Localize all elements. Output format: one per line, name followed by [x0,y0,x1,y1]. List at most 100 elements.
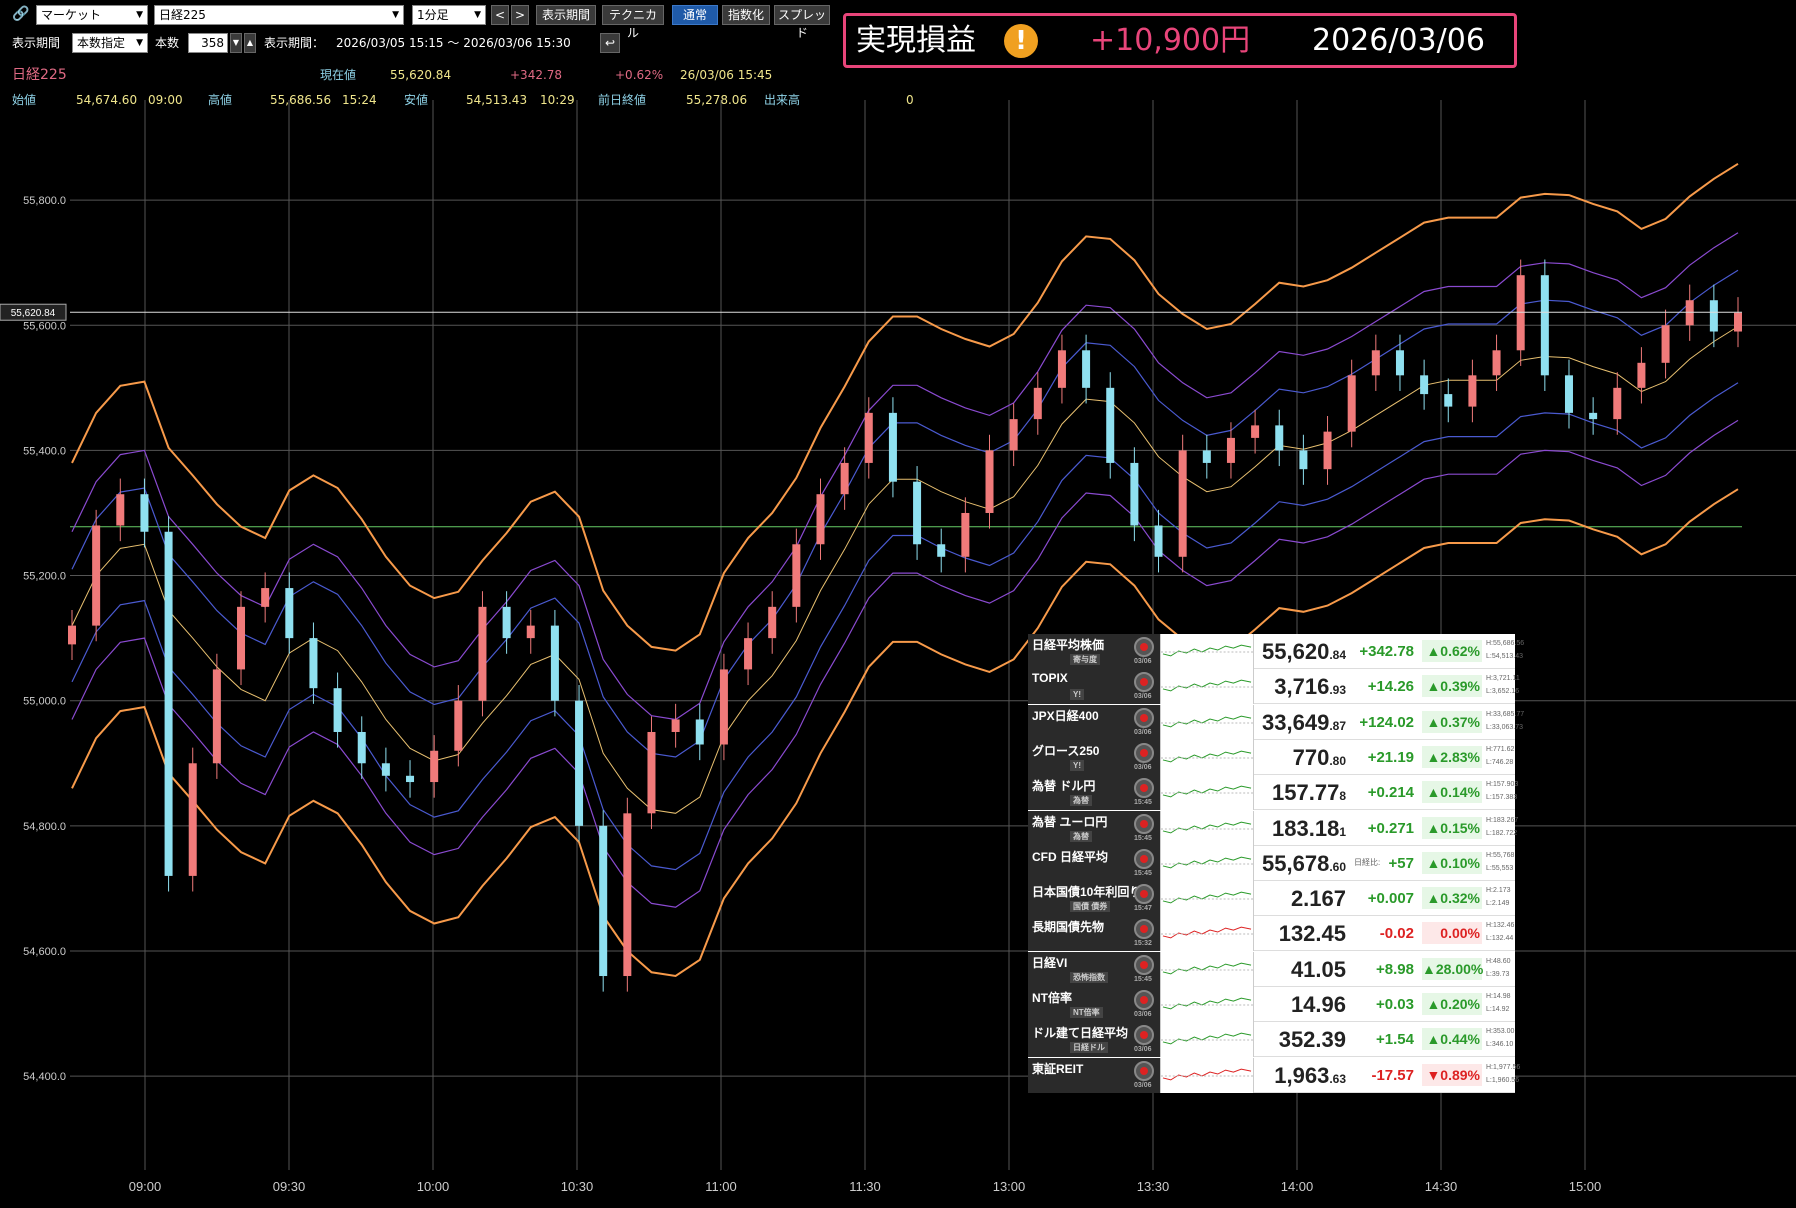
market-select[interactable]: マーケット ▼ [36,5,148,25]
candle-body [623,813,632,977]
ticker-change-pct: ▲0.39% [1422,675,1482,698]
ticker-row[interactable]: グロース250 Y! 03/06 770.80 +21.19 ▲2.83% H:771.62… [1028,739,1515,775]
chart-icon[interactable] [1134,848,1154,869]
sparkline [1160,987,1254,1022]
x-tick-label: 15:00 [1569,1179,1602,1194]
chart-icon[interactable] [1134,778,1154,799]
candle-body [1468,375,1477,407]
spread-button[interactable]: スプレッド [774,5,830,40]
ticker-row[interactable]: JPX日経400 03/06 33,649.87 +124.02 ▲0.37% H:33,… [1028,704,1524,740]
interval-select[interactable]: 1分足 ▼ [412,5,486,25]
ticker-row[interactable]: NT倍率 NT倍率 03/06 14.96 +0.03 ▲0.20% H:14.98 L:14… [1028,987,1515,1022]
period-label: 表示期間 [12,36,61,50]
low-time: 10:29 [540,93,575,107]
ticker-row[interactable]: 為替 ドル円 為替 15:45 157.778 +0.214 ▲0.14% H:157.90… [1028,775,1518,811]
ticker-row[interactable]: 長期国債先物 15:32 132.45 -0.02 0.00% H:132.46 L:132… [1028,916,1515,952]
candle-body [985,450,994,513]
chart-icon[interactable] [1134,884,1154,905]
candlesticks [68,259,1742,992]
ticker-row[interactable]: 日経VI 恐怖指数 15:45 41.05 +8.98 ▲28.00% H:48.60 L:3… [1028,951,1515,987]
chevron-down-icon: ▼ [392,10,399,20]
period-button[interactable]: 表示期間 [536,5,596,25]
count-down-button[interactable]: ▼ [230,33,242,53]
sparkline [1160,1022,1254,1058]
chart-icon[interactable] [1134,813,1154,834]
candle-body [937,544,946,557]
ticker-row[interactable]: ドル建て日経平均 日経ドル 03/06 352.39 +1.54 ▲0.44% H:353.… [1028,1022,1515,1058]
ticker-high-low: H:55,768 L:55,553 [1486,851,1515,872]
candle-body [1516,275,1525,351]
band-line [71,382,1739,871]
chart-icon[interactable] [1134,742,1154,763]
candle-body [961,512,970,557]
open-label: 始値 [12,93,37,107]
chart-icon[interactable] [1134,672,1154,693]
y-tick-label: 54,600.0 [23,946,66,958]
count-up-button[interactable]: ▲ [244,33,256,53]
normal-button[interactable]: 通常 [672,5,718,25]
candle-body [309,638,318,689]
band-line [71,419,1739,908]
chart-icon[interactable] [1134,919,1154,940]
candle-body [381,763,390,776]
volume-value: 0 [906,93,914,107]
count-input[interactable]: 358 [188,33,228,53]
current-price-label: 55,620.84 [11,308,56,319]
chart-icon[interactable] [1134,990,1154,1010]
ticker-row[interactable]: CFD 日経平均 15:45 55,678.60 日経比: +57 ▲0.10% H:55,… [1028,845,1515,881]
prev-close-label: 前日終値 [598,93,647,107]
ticker-high-low: H:33,685.77 L:33,063.73 [1486,710,1525,731]
ticker-name: 為替 ユーロ円 [1032,814,1108,829]
index-button[interactable]: 指数化 [722,5,770,25]
ticker-time: 03/06 [1134,693,1152,701]
candle-body [1661,325,1670,363]
ticker-time: 15:32 [1134,940,1152,948]
ticker-row[interactable]: 東証REIT 03/06 1,963.63 -17.57 ▼0.89% H:1,977.5… [1028,1057,1520,1093]
sparkline [1160,704,1254,740]
technical-button[interactable]: テクニカル [602,5,664,40]
candle-body [430,750,439,783]
symbol-select[interactable]: 日経225 ▼ [154,5,404,25]
candle-body [1275,425,1284,451]
ticker-time: 03/06 [1134,763,1152,771]
x-tick-label: 14:00 [1281,1179,1314,1194]
ticker-sub-label: 国債 債券 [1070,901,1111,913]
ticker-sub-label: NT倍率 [1070,1007,1103,1018]
ticker-change-pct: ▲2.83% [1422,745,1482,768]
ticker-change: +124.02 [1359,713,1414,731]
chart-icon[interactable] [1134,637,1154,657]
ticker-row[interactable]: 日本国債10年利回り 国債 債券 15:47 2.167 +0.007 ▲0.32% H:2… [1028,881,1515,917]
chart-icon[interactable] [1134,954,1154,975]
candle-body [1082,350,1091,388]
ticker-row[interactable]: 日経平均株価 寄与度 03/06 55,620.84 +342.78 ▲0.62% H:55… [1028,634,1524,669]
reset-icon[interactable]: ↩ [600,33,620,53]
chart-grid [70,100,1796,1170]
indicator-lines [71,162,1739,978]
ticker-time: 15:45 [1134,975,1152,983]
ticker-row[interactable]: TOPIX Y! 03/06 3,716.93 +14.26 ▲0.39% H:3,721.… [1028,669,1520,705]
prev-button[interactable]: < [491,5,509,25]
ticker-time: 15:45 [1134,869,1152,877]
warning-icon[interactable]: ! [1004,24,1038,58]
candle-body [1033,387,1042,420]
moving-average-line [71,326,1739,814]
ticker-change-pct: 0.00% [1422,922,1482,945]
ticker-sub-label: Y! [1070,759,1084,771]
chart-icon[interactable] [1134,707,1154,728]
sparkline [1160,634,1254,669]
ticker-change: +0.03 [1376,996,1414,1013]
chevron-down-icon: ▼ [136,38,143,48]
price-chart[interactable]: 55,800.0 55,600.0 55,400.0 55,200.0 55,000.0… [0,100,1796,1208]
count-mode-select[interactable]: 本数指定 ▼ [72,33,148,53]
sparkline [1160,916,1254,952]
next-button[interactable]: > [511,5,529,25]
ticker-row[interactable]: 為替 ユーロ円 為替 15:45 183.181 +0.271 ▲0.15% H:183.2… [1028,810,1518,846]
range-label: 表示期間： [264,36,325,50]
ticker-time: 03/06 [1134,728,1152,736]
ticker-name: 日経平均株価 [1032,638,1105,652]
candle-body [1444,394,1453,407]
chart-icon[interactable] [1134,1060,1154,1081]
link-icon[interactable]: 🔗 [12,6,30,22]
ticker-change-pct: ▲0.20% [1422,993,1482,1015]
chart-icon[interactable] [1134,1025,1154,1046]
